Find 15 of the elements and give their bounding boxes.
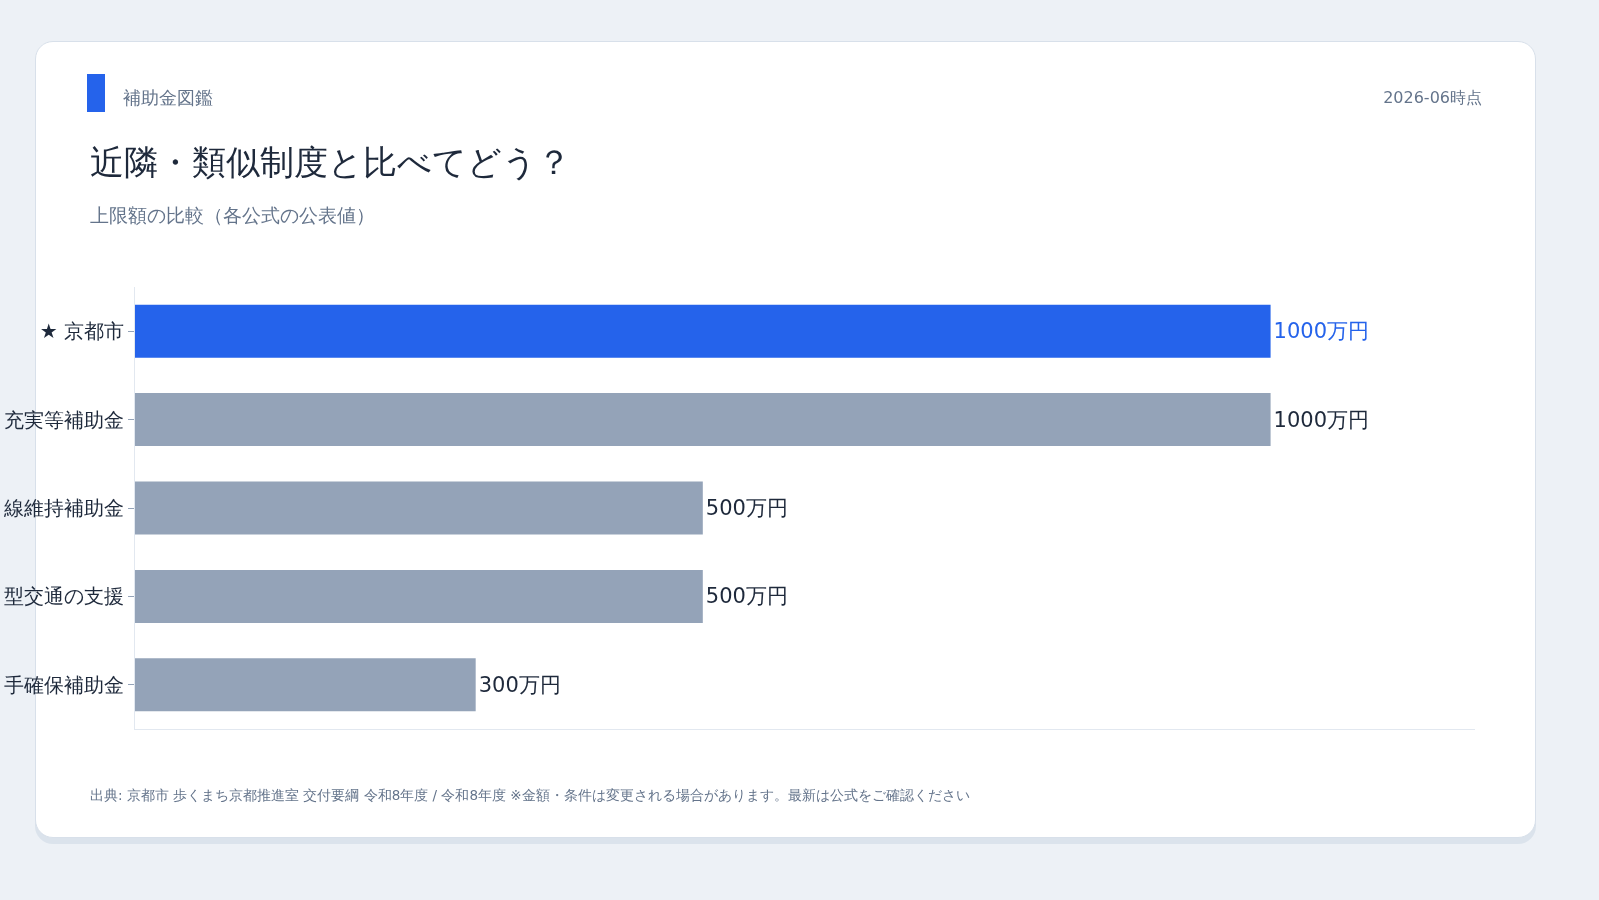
data-label: 1000万円 <box>1273 319 1370 344</box>
y-tick-label: ★ 京都市 <box>39 319 124 344</box>
text: 補助金図鑑 <box>123 86 213 110</box>
data-label: 500万円 <box>705 584 788 609</box>
y-tick-label: 充実等補助金 <box>4 407 124 432</box>
y-tick-label: 型交通の支援 <box>4 584 124 609</box>
chart-subtitle: 上限額の比較（各公式の公表値） <box>90 203 375 228</box>
source-note: 出典: 京都市 歩くまち京都推進室 交付要綱 令和8年度 / 令和8年度 ※金額・条件は変更される場合があります。最新は公式をご確認ください <box>90 787 970 805</box>
data-label: 500万円 <box>705 496 788 520</box>
y-tick-label: 線維持補助金 <box>3 496 124 520</box>
text: 2026-06時点 <box>1383 88 1482 109</box>
data-label: 300万円 <box>478 672 561 697</box>
chart-title: 近隣・類似制度と比べてどう？ <box>90 141 571 184</box>
y-tick-label: 手確保補助金 <box>4 672 124 697</box>
data-label: 1000万円 <box>1273 407 1370 432</box>
